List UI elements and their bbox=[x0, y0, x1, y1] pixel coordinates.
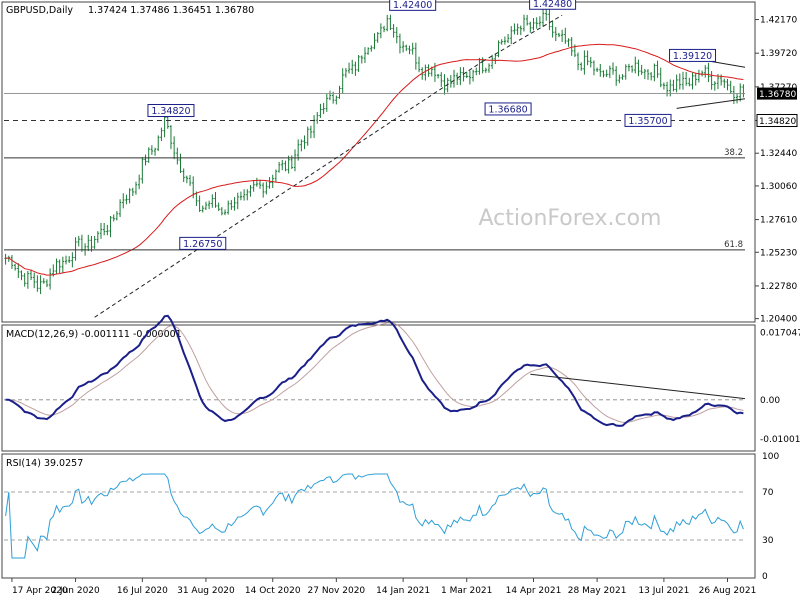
rsi-panel-frame bbox=[1, 453, 756, 579]
annotation-box bbox=[669, 48, 717, 62]
fib-label: 38.2 bbox=[724, 148, 743, 158]
rsi-label: RSI(14) 39.0257 bbox=[6, 458, 83, 469]
rsi-tick-label: 0 bbox=[762, 572, 768, 582]
rsi-tick-label: 30 bbox=[762, 536, 774, 546]
x-tick-label: 31 Aug 2020 bbox=[177, 586, 235, 596]
rising-trendline-upper bbox=[482, 14, 563, 62]
chart-symbol: GBPUSD,Daily bbox=[6, 5, 73, 16]
price-tick-label: 1.20400 bbox=[760, 315, 797, 325]
macd-series bbox=[4, 314, 746, 427]
x-tick-label: 17 Apr 2020 bbox=[12, 586, 68, 596]
x-tick-label: 13 Jul 2021 bbox=[638, 586, 689, 596]
x-tick-label: 14 Jan 2021 bbox=[376, 586, 430, 596]
annotation-label: 1.42480 bbox=[533, 0, 572, 10]
price-panel-frame bbox=[1, 1, 756, 323]
price-tick-label: 1.30060 bbox=[760, 182, 797, 192]
level-label-box bbox=[756, 114, 798, 128]
moving-average-line bbox=[5, 43, 744, 276]
fib-label: 61.8 bbox=[724, 240, 743, 250]
annotation-label: 1.35700 bbox=[628, 116, 667, 127]
annotation-label: 1.39120 bbox=[673, 51, 712, 62]
rsi-series bbox=[4, 473, 745, 559]
rising-trendline bbox=[94, 61, 483, 318]
macd-signal-line bbox=[5, 322, 744, 423]
price-tick-label: 1.42170 bbox=[760, 16, 797, 26]
axes: 1.421701.397201.372701.324401.300601.276… bbox=[11, 16, 800, 596]
price-tick-label: 1.25230 bbox=[760, 248, 797, 258]
watermark: ActionForex.com bbox=[479, 206, 662, 231]
x-tick-label: 1 Mar 2021 bbox=[441, 586, 492, 596]
x-tick-label: 16 Jul 2020 bbox=[117, 586, 168, 596]
x-tick-label: 28 May 2021 bbox=[568, 586, 627, 596]
x-tick-label: 27 Nov 2020 bbox=[308, 586, 366, 596]
price-tick-label: 1.27610 bbox=[760, 216, 797, 226]
rsi-tick-label: 100 bbox=[762, 452, 779, 462]
macd-trendline bbox=[530, 373, 746, 400]
annotation-label: 1.26750 bbox=[183, 239, 222, 250]
annotation-box bbox=[179, 236, 227, 250]
annotation-box bbox=[389, 0, 437, 11]
level-label: 1.34820 bbox=[759, 117, 796, 127]
annotation-box bbox=[624, 113, 672, 127]
chart-ohlc: 1.37424 1.37486 1.36451 1.36780 bbox=[88, 5, 254, 16]
macd-tick-label: 0.017047 bbox=[760, 329, 800, 339]
x-tick-label: 2 Jun 2020 bbox=[51, 586, 100, 596]
macd-label: MACD(12,26,9) -0.001111 -0.000001 bbox=[6, 329, 182, 340]
annotation-label: 1.34820 bbox=[151, 106, 190, 117]
rsi-line bbox=[5, 473, 744, 559]
annotation-label: 1.36680 bbox=[488, 104, 527, 115]
price-series: 38.2 61.8 1.42400 1.42480 1.34820 1.39120 1.36… bbox=[4, 0, 746, 318]
rsi-tick-label: 70 bbox=[762, 488, 774, 498]
price-tick-label: 1.39720 bbox=[760, 49, 797, 59]
price-tick-label: 1.22780 bbox=[760, 282, 797, 292]
annotation-box bbox=[529, 0, 577, 10]
annotation-box bbox=[147, 104, 195, 118]
annotation-box bbox=[484, 102, 532, 116]
current-price-badge bbox=[757, 87, 797, 100]
x-tick-label: 14 Oct 2020 bbox=[245, 586, 301, 596]
x-tick-label: 26 Aug 2021 bbox=[699, 586, 757, 596]
current-price-label: 1.36780 bbox=[759, 90, 796, 100]
triangle-lower-line bbox=[676, 98, 746, 109]
price-tick-label: 1.32440 bbox=[760, 149, 797, 159]
macd-tick-label: 0.00 bbox=[760, 396, 780, 406]
macd-line bbox=[5, 314, 744, 427]
x-tick-label: 14 Apr 2021 bbox=[506, 586, 562, 596]
macd-tick-label: -0.010013 bbox=[760, 435, 800, 445]
macd-panel-frame bbox=[1, 324, 756, 452]
annotation-label: 1.42400 bbox=[393, 0, 432, 11]
